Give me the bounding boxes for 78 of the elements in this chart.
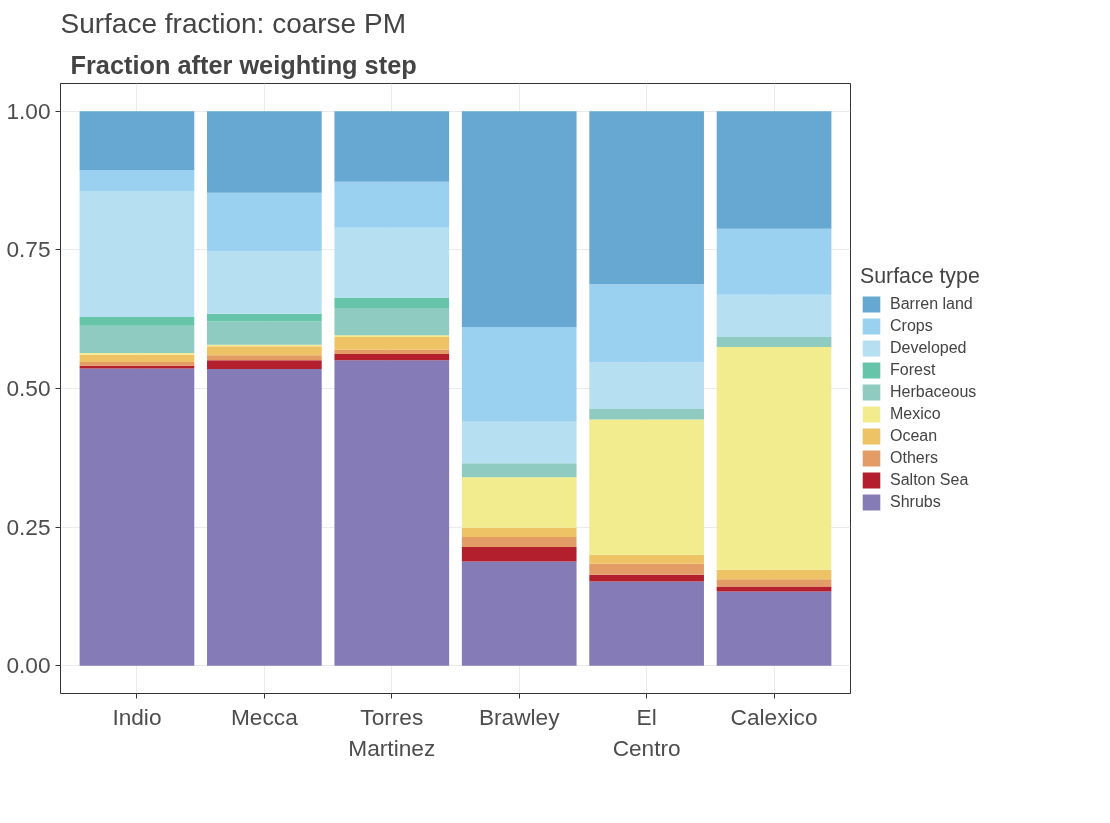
x-tick-label: El Centro — [612, 703, 681, 761]
bar — [334, 360, 450, 666]
bar — [589, 574, 704, 582]
y-tick-label: 1.00 — [6, 97, 51, 124]
legend-label: Ocean — [890, 427, 938, 445]
x-tick-label: Brawley — [478, 703, 561, 730]
x-tick-label: Mecca — [231, 703, 299, 730]
bar — [79, 111, 195, 171]
bar — [716, 569, 832, 580]
bar — [79, 354, 195, 362]
bar — [334, 227, 450, 299]
bar — [461, 537, 577, 548]
bar — [716, 228, 832, 295]
bar — [461, 421, 577, 464]
chart-subtitle: Fraction after weighting step — [70, 50, 417, 79]
bar — [589, 563, 704, 575]
bar — [79, 361, 195, 366]
bar — [589, 409, 704, 420]
y-tick-label: 0.75 — [6, 236, 51, 263]
bar — [334, 298, 450, 309]
bar — [79, 191, 195, 317]
bar — [207, 313, 322, 322]
legend-label: Mexico — [890, 405, 941, 423]
bar — [461, 111, 577, 327]
bar — [716, 586, 832, 592]
bar — [716, 294, 832, 337]
y-tick-label: 0.50 — [6, 375, 51, 401]
legend-label: Salton Sea — [890, 471, 969, 489]
y-tick-label: 0.25 — [6, 513, 51, 540]
bar — [461, 326, 577, 422]
bar — [716, 111, 832, 229]
bar — [461, 561, 577, 666]
bar — [79, 365, 195, 369]
bar — [207, 360, 322, 370]
bar — [589, 581, 704, 666]
bar — [207, 111, 322, 193]
bar — [589, 362, 704, 410]
bar — [207, 346, 322, 356]
chart-title: Surface fraction: coarse PM — [60, 7, 406, 39]
bar — [207, 369, 322, 666]
bar — [589, 111, 704, 285]
legend-label: Herbaceous — [890, 383, 977, 401]
bar — [716, 579, 832, 587]
bar — [207, 321, 322, 345]
bar — [207, 251, 322, 314]
bar — [461, 527, 577, 538]
x-tick-label: Torres Martinez — [348, 703, 436, 761]
bar — [334, 181, 450, 228]
bar — [589, 419, 704, 555]
bar — [79, 316, 195, 326]
x-tick-label: Calexico — [730, 703, 818, 730]
y-tick-label: 0.00 — [6, 652, 51, 679]
bar — [461, 547, 577, 562]
bar — [716, 591, 832, 666]
bar — [334, 111, 450, 182]
bar — [79, 368, 195, 666]
bar — [207, 355, 322, 361]
legend-label: Shrubs — [890, 493, 941, 511]
bar — [461, 477, 577, 528]
bar — [461, 463, 577, 478]
bar — [79, 170, 195, 192]
legend-label: Barren land — [890, 295, 973, 313]
legend-label: Crops — [890, 317, 933, 335]
x-tick-label: Indio — [112, 703, 162, 730]
bar — [589, 554, 704, 564]
bar — [334, 308, 450, 336]
legend-label: Developed — [890, 339, 967, 357]
bar — [207, 192, 322, 252]
bar — [334, 354, 450, 361]
legend-label: Others — [890, 449, 939, 467]
legend-title: Surface type — [860, 264, 980, 289]
bar — [334, 336, 450, 350]
bar — [716, 336, 832, 347]
bar — [716, 346, 832, 570]
bar — [79, 325, 195, 354]
bar — [334, 349, 450, 355]
legend-label: Forest — [890, 361, 936, 379]
bar — [589, 284, 704, 363]
